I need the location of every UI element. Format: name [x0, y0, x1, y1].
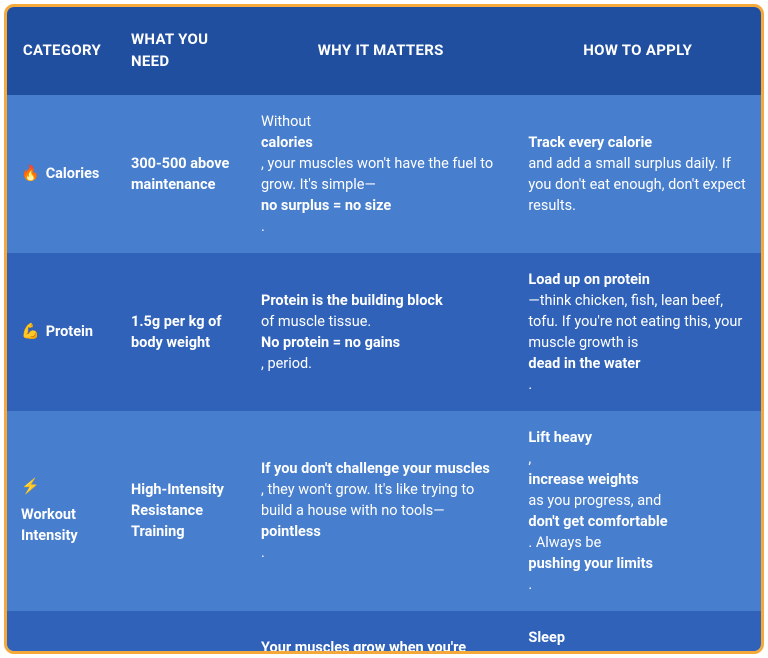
cell-why: Protein is the building block of muscle …	[247, 253, 514, 411]
category-icon: ⚡	[21, 476, 40, 498]
category-label: Protein	[46, 321, 93, 342]
table-header-row: CATEGORY WHAT YOU NEED WHY IT MATTERS HO…	[7, 7, 761, 95]
cell-how: Load up on protein—think chicken, fish, …	[514, 253, 761, 411]
col-header-how: HOW TO APPLY	[514, 7, 761, 95]
category-icon: 💪	[21, 321, 40, 343]
cell-why: Your muscles grow when you're resting, n…	[247, 611, 514, 654]
col-header-why: WHY IT MATTERS	[247, 7, 514, 95]
cell-why: Without calories, your muscles won't hav…	[247, 95, 514, 253]
cell-category: ⚡ Workout Intensity	[7, 411, 117, 611]
nutrition-table: CATEGORY WHAT YOU NEED WHY IT MATTERS HO…	[4, 4, 764, 654]
cell-how: Lift heavy, increase weights as you prog…	[514, 411, 761, 611]
cell-need: 300-500 above maintenance	[117, 95, 247, 253]
category-label: Workout Intensity	[21, 504, 103, 546]
table-row: ⚡ Workout Intensity High-Intensity Resista…	[7, 411, 761, 611]
cell-category: 🔥 Calories	[7, 95, 117, 253]
cell-need: 1.5g per kg of body weight	[117, 253, 247, 411]
category-label: Calories	[46, 163, 100, 184]
table-row: 🔥 Calories 300-500 above maintenanceWithou…	[7, 95, 761, 253]
cell-need: 7-9 hours of sleep + rest days	[117, 611, 247, 654]
cell-how: Track every calorie and add a small surp…	[514, 95, 761, 253]
cell-why: If you don't challenge your muscles, the…	[247, 411, 514, 611]
cell-how: Sleep like a beast. Don't skip rest days…	[514, 611, 761, 654]
table-row: 🛌Recovery7-9 hours of sleep + rest daysY…	[7, 611, 761, 654]
cell-category: 💪 Protein	[7, 253, 117, 411]
col-header-category: CATEGORY	[7, 7, 117, 95]
cell-need: High-Intensity Resistance Training	[117, 411, 247, 611]
table-row: 💪 Protein 1.5g per kg of body weightProtei…	[7, 253, 761, 411]
cell-category: 🛌Recovery	[7, 611, 117, 654]
col-header-need: WHAT YOU NEED	[117, 7, 247, 95]
category-icon: 🔥	[21, 163, 40, 185]
table-body: 🔥 Calories 300-500 above maintenanceWithou…	[7, 95, 761, 655]
